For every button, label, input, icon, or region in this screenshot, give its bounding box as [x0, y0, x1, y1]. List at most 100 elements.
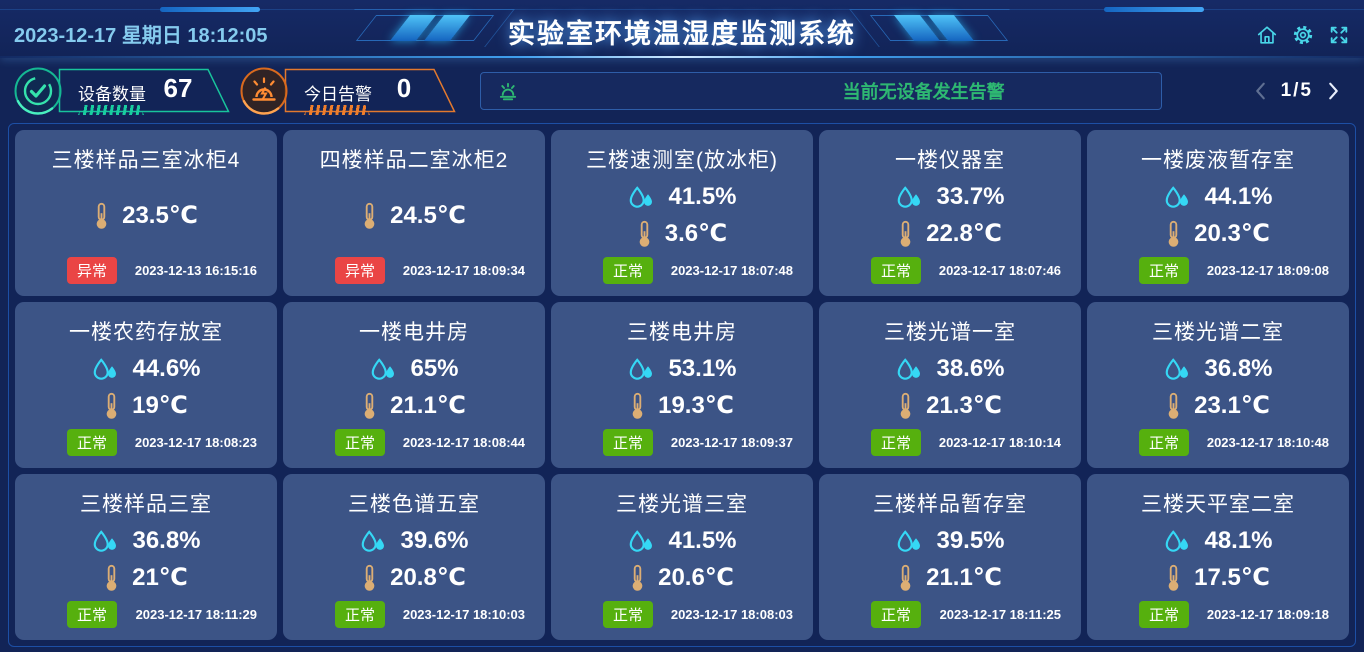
humidity-icon: [91, 529, 119, 553]
thermometer-icon: [637, 220, 652, 248]
next-page-button[interactable]: [1327, 81, 1340, 101]
humidity-reading: 53.1%: [627, 354, 737, 383]
status-badge: 正常: [871, 601, 922, 628]
device-card[interactable]: 一楼仪器室 33.7% 2: [819, 130, 1081, 296]
status-badge: 正常: [871, 429, 922, 456]
device-card[interactable]: 三楼速测室(放冰柜) 41.5%: [551, 130, 813, 296]
temperature-value: 23.5℃: [122, 202, 198, 229]
room-name: 三楼光谱一室: [884, 321, 1016, 344]
temperature-value: 20.6℃: [658, 564, 734, 592]
thermometer-icon: [630, 564, 645, 592]
update-time: 2023-12-17 18:08:44: [402, 435, 525, 450]
device-card[interactable]: 三楼样品暂存室 39.5%: [819, 474, 1081, 640]
humidity-value: 33.7%: [936, 182, 1005, 210]
room-name: 三楼电井房: [627, 321, 737, 344]
humidity-value: 36.8%: [1204, 354, 1273, 382]
room-name: 三楼样品三室冰柜4: [51, 149, 241, 172]
device-card[interactable]: 一楼废液暂存室 44.1%: [1087, 130, 1349, 296]
header-decor-right: [849, 9, 1039, 47]
temperature-reading: 21.1℃: [898, 563, 1002, 592]
update-time: 2023-12-17 18:10:48: [1206, 435, 1329, 450]
humidity-icon: [895, 185, 923, 209]
device-card[interactable]: 三楼光谱一室 38.6%: [819, 302, 1081, 468]
update-time: 2023-12-13 16:15:16: [134, 263, 257, 278]
status-badge: 正常: [1139, 429, 1190, 456]
device-card[interactable]: 三楼天平室二室 48.1%: [1087, 474, 1349, 640]
temperature-reading: 19℃: [104, 391, 188, 420]
device-card[interactable]: 一楼农药存放室 44.6%: [15, 302, 277, 468]
update-time: 2023-12-17 18:09:34: [402, 263, 525, 278]
temperature-value: 23.1℃: [1194, 392, 1270, 420]
status-badge: 正常: [603, 601, 654, 628]
humidity-reading: 33.7%: [895, 182, 1005, 211]
temperature-reading: 21℃: [104, 563, 188, 592]
humidity-value: 39.6%: [400, 526, 469, 554]
header-top-line: [0, 7, 1364, 12]
humidity-icon: [359, 529, 387, 553]
room-name: 三楼样品暂存室: [873, 493, 1027, 516]
alarm-siren-icon: [240, 67, 288, 115]
device-card[interactable]: 三楼色谱五室 39.6%: [283, 474, 545, 640]
device-card[interactable]: 三楼光谱三室 41.5%: [551, 474, 813, 640]
temperature-value: 24.5℃: [390, 202, 466, 229]
alarm-count-stat: 今日告警 0: [240, 66, 458, 116]
temperature-value: 3.6℃: [664, 220, 728, 248]
device-grid: 三楼样品三室冰柜4 23: [15, 130, 1349, 640]
thermometer-icon: [1166, 564, 1181, 592]
humidity-reading: 38.6%: [895, 355, 1005, 383]
thermometer-icon: [104, 564, 119, 592]
status-badge: 正常: [335, 601, 386, 628]
settings-icon[interactable]: [1292, 24, 1314, 46]
humidity-icon: [627, 185, 655, 209]
device-card[interactable]: 三楼样品三室 36.8%: [15, 474, 277, 640]
temperature-reading: 23.1℃: [1166, 391, 1270, 420]
device-card[interactable]: 三楼电井房 53.1% 1: [551, 302, 813, 468]
humidity-reading: 44.6%: [91, 355, 201, 383]
humidity-reading: 36.8%: [1163, 354, 1273, 383]
check-circle-icon: [14, 67, 62, 115]
humidity-reading: 41.5%: [627, 182, 737, 211]
status-badge: 正常: [1139, 601, 1190, 628]
thermometer-icon: [1166, 220, 1181, 248]
temperature-reading: 24.5℃: [362, 201, 466, 230]
humidity-icon: [627, 529, 655, 553]
temperature-reading: 20.8℃: [362, 563, 466, 592]
status-badge: 正常: [603, 257, 654, 284]
thermometer-icon: [898, 564, 913, 592]
datetime-display: 2023-12-17 星期日 18:12:05: [14, 25, 268, 47]
humidity-value: 41.5%: [668, 182, 737, 210]
humidity-reading: 48.1%: [1163, 527, 1273, 555]
update-time: 2023-12-17 18:11:29: [135, 607, 257, 622]
humidity-value: 53.1%: [668, 354, 737, 382]
humidity-icon: [627, 357, 655, 381]
stat-stripes: [78, 105, 144, 115]
temperature-reading: 21.1℃: [362, 391, 466, 420]
temperature-reading: 19.3℃: [630, 391, 734, 420]
room-name: 四楼样品二室冰柜2: [319, 149, 509, 172]
room-name: 三楼样品三室: [80, 493, 212, 516]
humidity-icon: [895, 357, 923, 381]
humidity-reading: 44.1%: [1163, 183, 1273, 211]
home-icon[interactable]: [1256, 24, 1278, 46]
humidity-value: 36.8%: [132, 526, 201, 554]
thermometer-icon: [362, 564, 377, 592]
room-name: 一楼农药存放室: [69, 321, 223, 344]
humidity-icon: [1163, 529, 1191, 553]
device-card[interactable]: 一楼电井房 65% 21.: [283, 302, 545, 468]
update-time: 2023-12-17 18:09:37: [670, 435, 793, 450]
page-indicator: 1/5: [1280, 80, 1313, 101]
update-time: 2023-12-17 18:09:08: [1206, 263, 1329, 278]
thermometer-icon: [362, 392, 377, 420]
thermometer-icon: [94, 202, 109, 230]
header: 2023-12-17 星期日 18:12:05 实验室环境温湿度监测系统: [0, 0, 1364, 56]
alarm-count-value: 0: [396, 73, 412, 103]
prev-page-button[interactable]: [1254, 81, 1267, 101]
fullscreen-icon[interactable]: [1328, 24, 1350, 46]
humidity-reading: 41.5%: [627, 527, 737, 555]
device-card[interactable]: 三楼样品三室冰柜4 23: [15, 130, 277, 296]
humidity-reading: 39.6%: [359, 526, 469, 555]
device-card[interactable]: 三楼光谱二室 36.8%: [1087, 302, 1349, 468]
status-badge: 正常: [335, 429, 386, 456]
humidity-icon: [369, 357, 397, 381]
device-card[interactable]: 四楼样品二室冰柜2 24: [283, 130, 545, 296]
